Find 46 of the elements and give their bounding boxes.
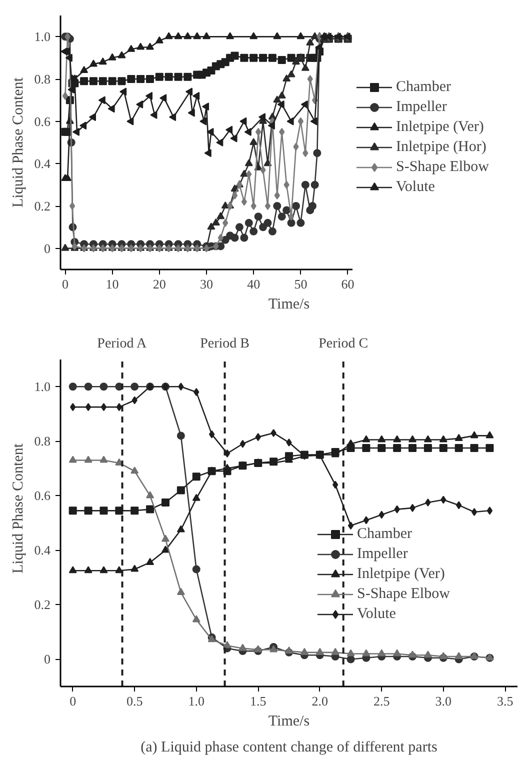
x-tick-label: 3.5	[497, 694, 514, 708]
y-tick-label: 0.4	[34, 156, 51, 172]
text: (a) Liquid phase content change of different parts	[140, 740, 438, 756]
y-tick-label: 0.8	[34, 434, 50, 449]
x-axis-title: Time/s	[268, 714, 310, 730]
y-tick-label: 0.2	[34, 597, 50, 612]
y-tick-label: 0	[44, 240, 50, 256]
legend-label: Volute	[396, 178, 435, 196]
legend-label: Chamber	[357, 526, 412, 542]
x-tick-label: 0	[70, 694, 76, 708]
y-tick-label: 1.0	[34, 29, 50, 44]
y-tick-label: 0.6	[34, 488, 51, 504]
legend-label: S-Shape Elbow	[357, 586, 450, 602]
y-tick-label: 1.0	[34, 379, 50, 394]
x-tick-label: 2.5	[374, 694, 390, 708]
x-axis-title: Time/s	[268, 296, 310, 312]
legend-label: Impeller	[396, 98, 447, 116]
x-tick-label: 0.5	[126, 694, 143, 708]
ref-line-label: Period C	[318, 336, 368, 352]
x-tick-label: 1.0	[188, 694, 204, 708]
y-axis-title: Liquid Phase Content	[10, 76, 26, 208]
x-tick-label: 0	[62, 276, 68, 292]
x-tick-label: 30	[200, 276, 213, 292]
ref-line-label: Period A	[97, 336, 148, 352]
x-tick-label: 50	[294, 276, 308, 292]
legend-label: Inletpipe (Ver)	[357, 566, 445, 582]
legend-label: Volute	[357, 606, 396, 622]
legend-label: Chamber	[396, 78, 451, 96]
y-tick-label: 0.4	[34, 542, 51, 558]
legend-label: Inletpipe (Hor)	[396, 138, 486, 156]
x-tick-label: 40	[247, 276, 260, 292]
y-tick-label: 0	[44, 652, 50, 667]
y-tick-label: 0.6	[34, 114, 51, 129]
y-axis-title: Liquid Phase Content	[10, 442, 26, 574]
x-tick-label: 10	[106, 276, 119, 292]
x-tick-label: 1.5	[250, 694, 266, 708]
x-tick-label: 60	[341, 276, 354, 292]
y-tick-label: 0.2	[34, 198, 50, 214]
ref-line-label: Period B	[200, 336, 250, 352]
legend-label: Inletpipe (Ver)	[396, 118, 484, 136]
x-tick-label: 20	[152, 276, 166, 292]
x-tick-label: 2.0	[312, 694, 328, 708]
y-tick-label: 0.8	[34, 72, 50, 86]
legend-label: Impeller	[357, 546, 408, 562]
x-tick-label: 3.0	[435, 694, 452, 708]
legend-label: S-Shape Elbow	[396, 158, 489, 176]
